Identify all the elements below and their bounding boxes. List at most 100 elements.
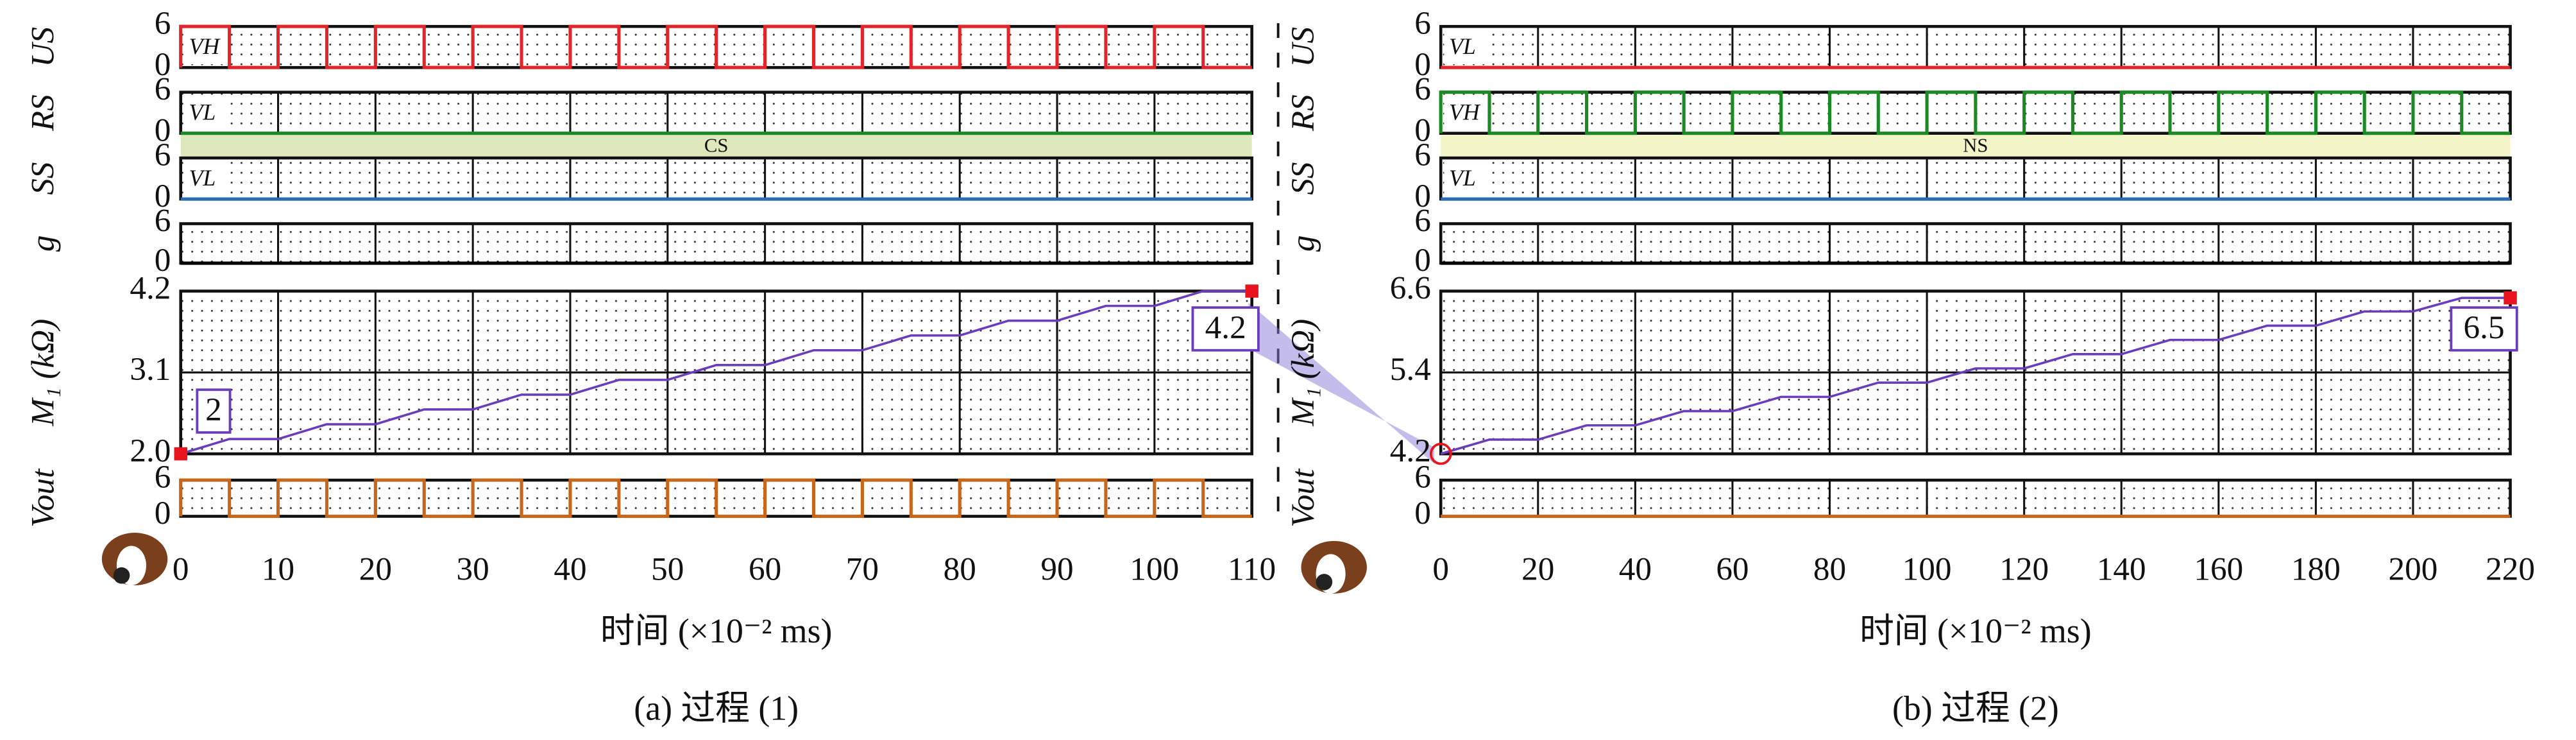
y-axis-label: US — [1285, 27, 1321, 67]
y-tick-label: 6 — [1414, 5, 1431, 42]
panel-label-box — [183, 95, 227, 130]
panel-label-box — [1444, 95, 1487, 130]
y-tick-label: 6 — [1414, 137, 1431, 173]
y-axis-label: US — [24, 27, 61, 67]
band-label: NS — [1963, 135, 1988, 157]
x-tick-label: 100 — [1130, 551, 1179, 587]
y-tick-label: 0 — [155, 46, 171, 83]
panel-background — [1441, 158, 2511, 200]
panel-frame — [1439, 289, 2512, 456]
x-tick-label: 70 — [846, 551, 879, 587]
y-tick-label: 5.4 — [1390, 351, 1431, 388]
annotation: 4.2 — [1205, 309, 1246, 346]
y-tick-label: 4.2 — [1390, 433, 1431, 469]
dog-icon — [101, 533, 168, 586]
zoom-wedge — [1248, 302, 1434, 464]
panel-label: VL — [1449, 165, 1476, 191]
annotation-box — [2450, 306, 2518, 352]
series-line — [179, 24, 1252, 69]
dog-icon — [1301, 540, 1367, 594]
y-tick-label: 6 — [155, 71, 171, 107]
x-tick-label: 100 — [1902, 551, 1952, 587]
x-tick-label: 0 — [1432, 551, 1449, 587]
y-tick-label: 0 — [155, 495, 171, 531]
y-tick-label: 6.6 — [1390, 270, 1431, 306]
y-tick-label: 3.1 — [130, 351, 171, 388]
y-axis-label: Vout — [24, 468, 61, 528]
panel-background — [180, 92, 1252, 133]
x-tick-label: 60 — [749, 551, 781, 587]
series-line — [1439, 90, 2511, 135]
y-tick-label: 0 — [1414, 46, 1431, 83]
x-axis-label: 时间 (×10⁻² ms) — [1860, 612, 2092, 650]
annotation: 6.5 — [2464, 309, 2505, 346]
x-tick-label: 160 — [2194, 551, 2243, 587]
y-tick-label: 6 — [155, 459, 171, 495]
x-tick-label: 50 — [651, 551, 684, 587]
y-tick-label: 0 — [1414, 112, 1431, 148]
panel-background — [180, 223, 1252, 264]
x-tick-label: 20 — [1521, 551, 1554, 587]
y-tick-label: 6 — [155, 5, 171, 42]
x-tick-label: 80 — [1813, 551, 1846, 587]
y-axis-label: M₁ (kΩ) — [24, 319, 61, 427]
y-tick-label: 0 — [1414, 495, 1431, 531]
end-marker — [1245, 284, 1258, 298]
y-tick-label: 0 — [1414, 178, 1431, 214]
panel-background — [180, 158, 1252, 200]
y-tick-label: 0 — [1414, 242, 1431, 279]
band — [180, 135, 1252, 157]
x-tick-label: 30 — [457, 551, 489, 587]
x-tick-label: 180 — [2291, 551, 2341, 587]
panel-label-box — [1444, 30, 1487, 65]
panel-label-box — [1444, 161, 1487, 196]
x-tick-label: 140 — [2097, 551, 2146, 587]
caption: (a) 过程 (1) — [634, 689, 799, 728]
end-marker — [2504, 291, 2517, 305]
end-marker — [1429, 442, 1452, 465]
panel-label: VH — [1449, 99, 1481, 125]
band — [1441, 135, 2511, 157]
y-tick-label: 6 — [1414, 71, 1431, 107]
end-marker — [174, 447, 187, 461]
y-axis-label: RS — [1285, 94, 1321, 132]
y-tick-label: 0 — [155, 112, 171, 148]
y-axis-label: SS — [1285, 162, 1321, 195]
x-tick-label: 200 — [2389, 551, 2438, 587]
y-tick-label: 6 — [1414, 459, 1431, 495]
y-axis-label: Vout — [1285, 468, 1321, 528]
y-tick-label: 4.2 — [130, 270, 171, 306]
panel-label: VH — [189, 33, 221, 59]
y-axis-label: RS — [24, 94, 61, 132]
x-tick-label: 0 — [173, 551, 189, 587]
band-label: CS — [704, 135, 729, 157]
annotation-box — [1191, 306, 1260, 352]
panel-background — [1441, 26, 2511, 68]
panel-label: VL — [189, 165, 216, 191]
x-tick-label: 60 — [1716, 551, 1749, 587]
panel-frame — [179, 289, 1253, 456]
panel-background — [1441, 223, 2511, 264]
x-tick-label: 90 — [1040, 551, 1073, 587]
annotation: 2 — [205, 392, 222, 428]
x-tick-label: 10 — [262, 551, 294, 587]
panel-label: VL — [1449, 33, 1476, 59]
panel-label-box — [183, 30, 227, 65]
x-tick-label: 110 — [1228, 551, 1276, 587]
annotation-box — [196, 388, 232, 434]
y-axis-label: g — [24, 235, 61, 252]
y-tick-label: 0 — [155, 178, 171, 214]
y-axis-label: M₁ (kΩ) — [1285, 319, 1321, 427]
y-tick-label: 6 — [155, 137, 171, 173]
panel-background — [1441, 480, 2511, 517]
y-tick-label: 6 — [155, 202, 171, 239]
x-tick-label: 80 — [944, 551, 976, 587]
y-axis-label: SS — [24, 162, 61, 195]
series-line — [180, 289, 1252, 455]
x-axis-label: 时间 (×10⁻² ms) — [600, 612, 833, 650]
x-tick-label: 20 — [359, 551, 392, 587]
series-line — [179, 478, 1252, 519]
x-tick-label: 220 — [2486, 551, 2535, 587]
